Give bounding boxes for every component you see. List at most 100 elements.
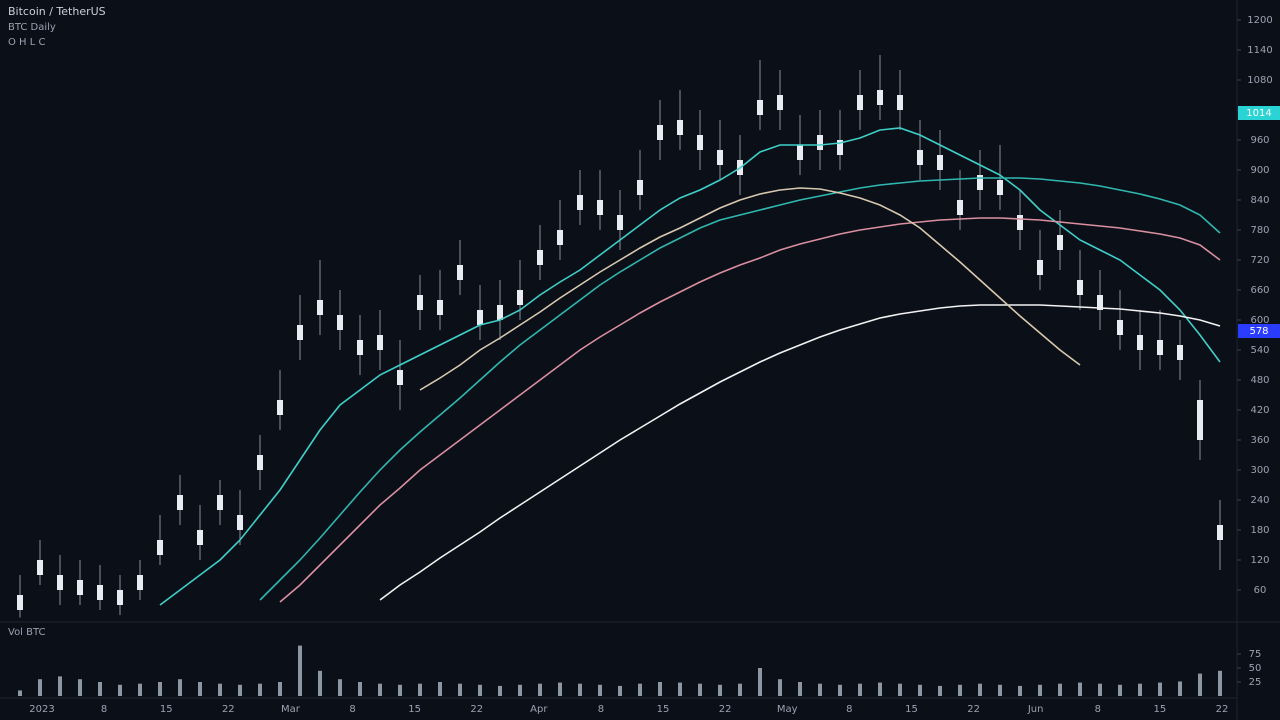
x-tick-label: 22 (1216, 704, 1229, 715)
volume-bar (878, 682, 882, 696)
x-tick-label: 15 (160, 704, 173, 715)
y-tick-label: 420 (1250, 405, 1269, 416)
candle-body (1017, 215, 1023, 230)
candle-body (97, 585, 103, 600)
volume-bar (298, 645, 302, 696)
volume-bar (698, 683, 702, 696)
candle-body (1117, 320, 1123, 335)
candle-body (777, 95, 783, 110)
volume-bar (938, 685, 942, 696)
candle-body (117, 590, 123, 605)
chart-subtitle: BTC Daily (8, 22, 56, 33)
x-tick-label: Jun (1027, 704, 1044, 715)
candle-body (1197, 400, 1203, 440)
volume-bar (318, 670, 322, 696)
volume-bar (998, 684, 1002, 696)
x-tick-label: 8 (598, 704, 604, 715)
x-tick-label: 22 (719, 704, 732, 715)
y-tick-label: 900 (1250, 165, 1269, 176)
volume-bar (858, 683, 862, 696)
volume-bar (718, 684, 722, 696)
candle-body (557, 230, 563, 245)
candle-body (857, 95, 863, 110)
volume-bar (538, 683, 542, 696)
candle-body (1057, 235, 1063, 250)
candle-body (597, 200, 603, 215)
y-tick-label: 480 (1250, 375, 1269, 386)
volume-bar (778, 679, 782, 696)
candle-body (157, 540, 163, 555)
volume-bar (158, 682, 162, 696)
candle-body (457, 265, 463, 280)
volume-bar (138, 683, 142, 696)
y-tick-label: 720 (1250, 255, 1269, 266)
x-tick-label: 22 (222, 704, 235, 715)
candle-body (897, 95, 903, 110)
y-tick-label: 1080 (1247, 75, 1272, 86)
x-tick-label: 8 (101, 704, 107, 715)
volume-tick-label: 25 (1249, 677, 1262, 688)
volume-tick-label: 50 (1249, 663, 1262, 674)
candle-body (837, 140, 843, 155)
volume-bar (238, 684, 242, 696)
ohlc-info: O H L C (8, 37, 45, 48)
volume-bar (218, 683, 222, 696)
volume-bar (798, 682, 802, 696)
y-tick-label: 660 (1250, 285, 1269, 296)
y-tick-label: 60 (1254, 585, 1267, 596)
x-tick-label: 15 (408, 704, 421, 715)
volume-bar (978, 683, 982, 696)
candle-body (417, 295, 423, 310)
volume-bar (98, 682, 102, 696)
volume-bar (558, 682, 562, 696)
volume-bar (658, 682, 662, 696)
volume-bar (18, 690, 22, 696)
volume-bar (618, 685, 622, 696)
volume-bar (1158, 682, 1162, 696)
candle-body (177, 495, 183, 510)
volume-bar (258, 683, 262, 696)
x-tick-label: Apr (530, 704, 548, 715)
volume-bar (578, 683, 582, 696)
candle-body (577, 195, 583, 210)
volume-bar (838, 684, 842, 696)
candle-body (797, 145, 803, 160)
moving-average-line (259, 177, 1221, 601)
volume-bar (1198, 673, 1202, 696)
x-tick-label: May (777, 704, 798, 715)
candle-body (57, 575, 63, 590)
candle-body (937, 155, 943, 170)
candle-body (537, 250, 543, 265)
x-tick-label: 15 (905, 704, 918, 715)
volume-bar (758, 668, 762, 696)
volume-bar (418, 683, 422, 696)
volume-bar (738, 683, 742, 696)
y-tick-label: 840 (1250, 195, 1269, 206)
candle-body (877, 90, 883, 105)
candle-body (277, 400, 283, 415)
candle-body (997, 180, 1003, 195)
volume-bar (38, 679, 42, 696)
candle-body (977, 175, 983, 190)
moving-average-line (419, 187, 1081, 391)
volume-bar (178, 679, 182, 696)
volume-bar (1178, 681, 1182, 696)
volume-bar (118, 684, 122, 696)
candle-body (1037, 260, 1043, 275)
volume-bar (518, 684, 522, 696)
volume-bar (58, 676, 62, 696)
volume-bar (1078, 682, 1082, 696)
volume-bar (598, 684, 602, 696)
volume-bar (478, 684, 482, 696)
volume-bar (818, 683, 822, 696)
candle-body (77, 580, 83, 595)
candle-body (137, 575, 143, 590)
y-tick-label: 780 (1250, 225, 1269, 236)
y-tick-label: 1140 (1247, 45, 1272, 56)
volume-bar (638, 683, 642, 696)
candle-body (1077, 280, 1083, 295)
candle-body (337, 315, 343, 330)
candle-body (237, 515, 243, 530)
candle-body (637, 180, 643, 195)
